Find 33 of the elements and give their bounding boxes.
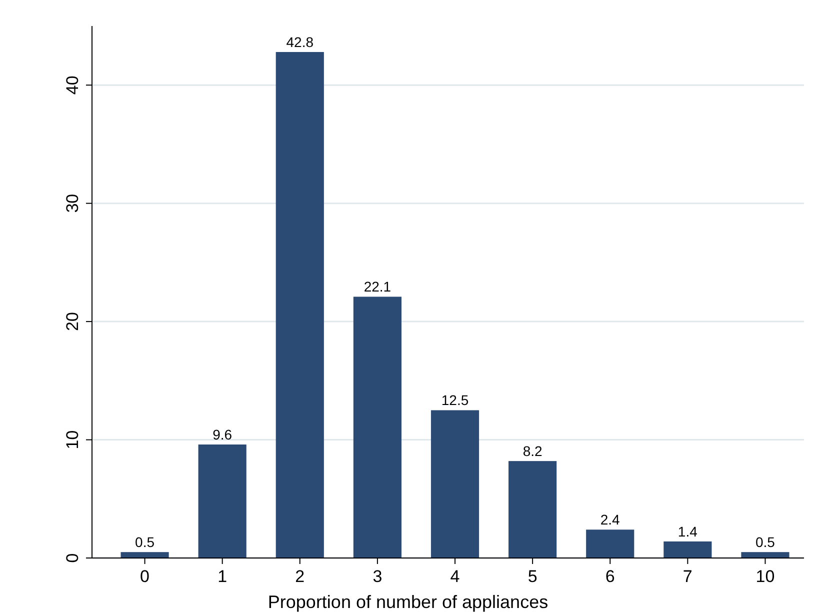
x-tick-label: 2 bbox=[295, 567, 305, 586]
bar bbox=[276, 52, 324, 558]
bar bbox=[664, 541, 712, 558]
y-tick-label: 0 bbox=[63, 553, 82, 563]
y-tick-label: 40 bbox=[63, 76, 82, 95]
x-tick-label: 7 bbox=[682, 567, 692, 586]
data-label: 2.4 bbox=[600, 512, 620, 528]
data-label: 9.6 bbox=[212, 426, 232, 443]
bar bbox=[741, 552, 790, 558]
data-label: 1.4 bbox=[678, 523, 698, 540]
x-tick-label: 6 bbox=[605, 567, 615, 586]
x-tick-label: 1 bbox=[218, 567, 228, 586]
x-axis-title: Proportion of number of appliances bbox=[268, 592, 548, 612]
y-tick-label: 20 bbox=[63, 312, 82, 332]
bar bbox=[430, 410, 480, 558]
bar bbox=[586, 530, 634, 558]
x-tick-label: 5 bbox=[528, 567, 538, 586]
x-tick-label: 4 bbox=[450, 567, 460, 586]
bar bbox=[508, 461, 557, 558]
y-tick-label: 30 bbox=[63, 194, 82, 213]
bar bbox=[198, 444, 246, 558]
x-tick-label: 0 bbox=[140, 567, 150, 586]
data-label: 12.5 bbox=[441, 392, 469, 408]
data-label: 0.5 bbox=[755, 534, 776, 550]
bar bbox=[120, 552, 169, 558]
y-tick-label: 10 bbox=[63, 430, 82, 450]
bar bbox=[353, 296, 402, 558]
x-tick-label: 10 bbox=[756, 567, 775, 586]
data-label: 42.8 bbox=[286, 34, 314, 50]
data-label: 0.5 bbox=[135, 534, 155, 550]
data-label: 8.2 bbox=[522, 443, 542, 460]
data-label: 22.1 bbox=[364, 278, 392, 295]
x-tick-label: 3 bbox=[372, 567, 382, 586]
